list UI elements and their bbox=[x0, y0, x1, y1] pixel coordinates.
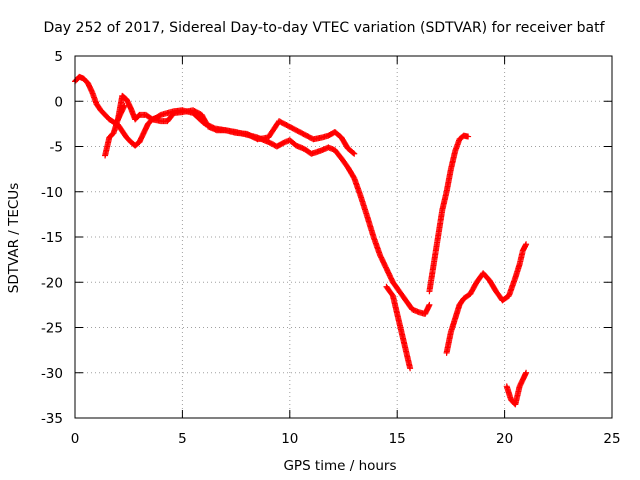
data-point bbox=[523, 369, 530, 376]
x-tick-label: 15 bbox=[389, 431, 406, 447]
data-point bbox=[426, 301, 433, 308]
plot-frame bbox=[74, 55, 613, 419]
y-tick-label: -30 bbox=[41, 366, 63, 382]
y-tick-label: -10 bbox=[41, 185, 63, 201]
y-tick-label: -35 bbox=[41, 411, 63, 427]
y-tick-label: -25 bbox=[41, 321, 63, 337]
y-tick-label: -15 bbox=[41, 230, 63, 246]
chart-title: Day 252 of 2017, Sidereal Day-to-day VTE… bbox=[43, 20, 605, 36]
y-tick-label: -5 bbox=[50, 140, 63, 156]
data-point bbox=[351, 150, 358, 157]
data-point bbox=[523, 241, 530, 248]
grid-lines bbox=[75, 56, 612, 418]
data-point bbox=[465, 133, 472, 140]
data-point bbox=[350, 149, 357, 156]
y-tick-labels: -35 -30 -25 -20 -15 -10 -5 0 5 bbox=[41, 49, 63, 427]
x-tick-label: 10 bbox=[281, 431, 298, 447]
x-tick-label: 20 bbox=[496, 431, 513, 447]
x-tick-label: 25 bbox=[603, 431, 620, 447]
data-point bbox=[121, 102, 128, 109]
x-axis-label: GPS time / hours bbox=[283, 458, 396, 474]
y-tick-label: 0 bbox=[54, 94, 63, 110]
y-tick-label: 5 bbox=[54, 49, 63, 65]
x-tick-labels: 0 5 10 15 20 25 bbox=[71, 431, 621, 447]
data-point bbox=[407, 365, 414, 372]
x-tick-label: 0 bbox=[71, 431, 80, 447]
y-tick-label: -20 bbox=[41, 275, 63, 291]
y-axis-label: SDTVAR / TECUs bbox=[6, 183, 22, 293]
data-points bbox=[72, 73, 530, 408]
x-tick-label: 5 bbox=[178, 431, 187, 447]
